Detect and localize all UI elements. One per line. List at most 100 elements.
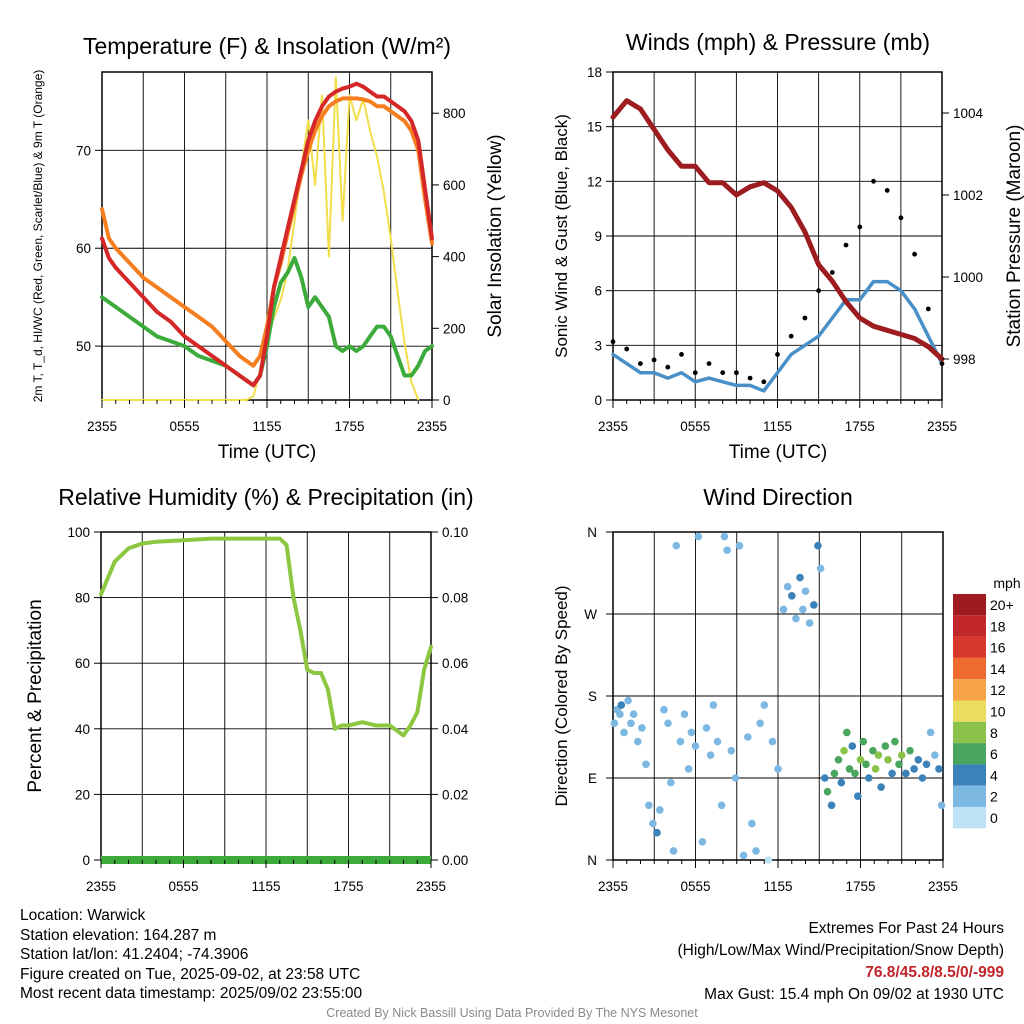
direction-point (821, 774, 829, 782)
direction-point (713, 737, 722, 746)
direction-point (617, 701, 626, 709)
direction-point (653, 828, 661, 837)
direction-panel: Wind Direction 2355 0555 1155 1755 2355NESWN… (552, 484, 1021, 894)
y2-tick-label: 0 (443, 393, 451, 408)
direction-point (877, 783, 885, 791)
direction-point (768, 737, 777, 746)
direction-point (799, 605, 807, 614)
legend-swatch (953, 636, 986, 658)
direction-point (931, 751, 939, 759)
y2-tick-label: 1000 (953, 270, 983, 285)
direction-point (891, 737, 899, 746)
temperature-ticks: 2355 0555 1155 1755 2355 50 60 70 0 200 400 600 800 (76, 106, 466, 434)
temperature-panel: Temperature (F) & Insolation (W/m²) 2355… (31, 33, 506, 463)
y-tick-label: E (588, 771, 597, 786)
direction-point (779, 605, 788, 614)
station-location: Location: Warwick (20, 907, 146, 924)
direction-point (656, 806, 664, 814)
gust-point (679, 352, 684, 357)
legend-swatch (953, 807, 986, 829)
x-tick-label: 2355 (598, 419, 628, 434)
direction-point (676, 737, 685, 746)
direction-point (851, 769, 859, 778)
humidity-title: Relative Humidity (%) & Precipitation (i… (58, 484, 473, 510)
direction-point (717, 801, 726, 810)
y-tick-label: 80 (75, 591, 90, 606)
direction-point (816, 564, 825, 573)
direction-point (810, 601, 818, 609)
gust-point (747, 375, 753, 381)
direction-point (756, 719, 764, 728)
y2-tick-label: 0.04 (442, 722, 469, 737)
legend-swatch (953, 615, 986, 637)
y2-tick-label: 800 (443, 106, 466, 121)
winds-ticks: 2355 0555 1155 1755 2355 0 3 6 9 12 15 18 998 1000 100… (587, 65, 984, 434)
direction-point (702, 724, 711, 732)
direction-point (694, 532, 703, 541)
y-tick-label: 12 (587, 174, 602, 189)
y-tick-label: 9 (594, 229, 602, 244)
direction-point (735, 541, 744, 550)
y-tick-label: 60 (76, 241, 91, 256)
direction-point (823, 787, 832, 796)
x-tick-label: 2355 (417, 419, 447, 434)
direction-point (731, 774, 740, 782)
direction-point (834, 756, 843, 764)
gust-point (816, 288, 821, 294)
gust-point (665, 364, 671, 370)
temperature-xlabel: Time (UTC) (218, 442, 317, 463)
x-tick-label: 1155 (252, 419, 281, 434)
gust-point (638, 361, 643, 366)
direction-point (727, 746, 736, 755)
direction-point (830, 769, 839, 778)
speed-legend: 20+ 18 16 14 12 10 8 6 4 2 0 (953, 594, 1014, 829)
direction-point (760, 701, 769, 709)
gust-point (610, 339, 616, 345)
gust-point (788, 333, 794, 339)
gust-point (829, 270, 835, 275)
direction-point (843, 728, 851, 737)
x-tick-label: 1755 (333, 879, 363, 894)
y2-tick-label: 998 (953, 352, 976, 367)
station-latlon: Station lat/lon: 41.2404; -74.3906 (20, 946, 249, 963)
y-tick-label: 0 (82, 853, 90, 868)
direction-point (862, 760, 870, 769)
humidity-panel: Relative Humidity (%) & Precipitation (i… (25, 484, 474, 894)
legend-label: 2 (990, 789, 998, 805)
direction-point (840, 746, 848, 755)
direction-point (837, 778, 846, 787)
direction-point (667, 778, 675, 787)
legend-label: 4 (990, 767, 998, 783)
x-tick-label: 1155 (763, 879, 792, 894)
y-tick-label: 70 (76, 143, 91, 158)
direction-point (624, 696, 632, 705)
legend-swatch (953, 764, 986, 786)
direction-point (627, 719, 635, 728)
direction-point (805, 619, 814, 627)
gust-point (871, 178, 876, 184)
y-tick-label: 6 (594, 284, 602, 299)
gust-point (898, 215, 904, 221)
direction-point (660, 705, 668, 714)
direction-point (856, 756, 865, 764)
winds-xlabel: Time (UTC) (729, 442, 828, 463)
legend-label: 16 (990, 640, 1006, 656)
temperature-grid (102, 72, 432, 400)
x-tick-label: 1755 (845, 419, 875, 434)
direction-point (748, 819, 756, 828)
direction-point (922, 760, 931, 769)
legend-swatch (953, 743, 986, 765)
legend-label: 10 (990, 704, 1006, 720)
gust-point (706, 361, 712, 366)
y-tick-label: 100 (67, 525, 90, 540)
temperature-y2label: Solar Insolation (Yellow) (485, 134, 506, 337)
direction-point (788, 592, 796, 600)
y-tick-label: N (587, 853, 597, 868)
x-tick-label: 2355 (598, 879, 628, 894)
extremes-title: Extremes For Past 24 Hours (808, 920, 1004, 937)
direction-point (910, 765, 918, 773)
gust-point (624, 346, 630, 352)
y2-tick-label: 0.06 (442, 656, 468, 671)
gust-point (939, 361, 945, 366)
direction-point (926, 728, 935, 737)
